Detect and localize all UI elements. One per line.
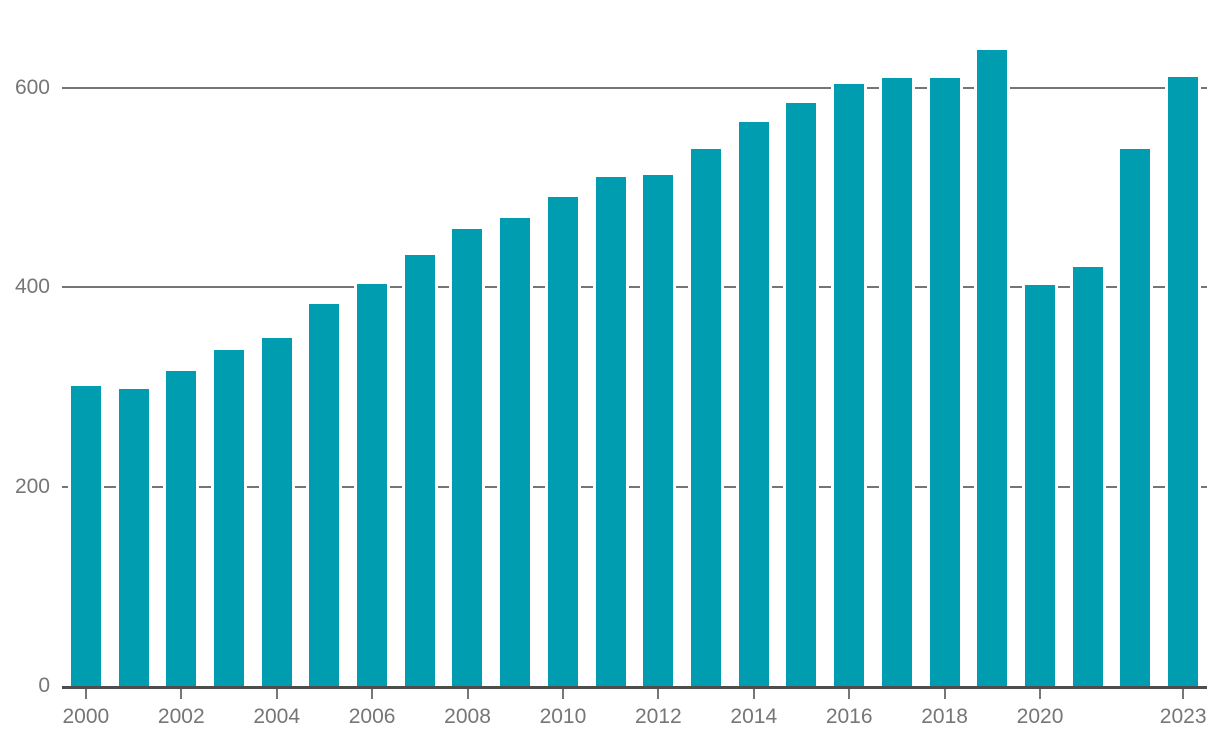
y-tick-label-200: 200: [14, 474, 50, 498]
bar-slot-2018: [921, 36, 969, 686]
bar-slot-2004: [253, 36, 301, 686]
x-tick-label-2012: 2012: [634, 705, 682, 728]
gridline-400: [62, 286, 1207, 289]
gridline-200: [62, 485, 1207, 488]
bar-2000: [70, 386, 101, 686]
x-tick-2018: [943, 689, 946, 699]
x-tick-label-2020: 2020: [1016, 705, 1064, 728]
bar-2023: [1168, 77, 1199, 686]
bar-2014: [738, 121, 769, 686]
bar-slot-2009: [491, 36, 539, 686]
bar-2012: [643, 174, 674, 686]
x-tick-2014: [752, 689, 755, 699]
bar-2005: [309, 304, 340, 686]
x-tick-label-2000: 2000: [62, 705, 110, 728]
x-axis-line: [62, 686, 1207, 689]
x-tick-2002: [180, 689, 183, 699]
bar-slot-2015: [778, 36, 826, 686]
bar-slot-2002: [157, 36, 205, 686]
bar-2015: [786, 102, 817, 686]
y-tick-label-600: 600: [14, 76, 50, 99]
x-tick-label-2004: 2004: [253, 705, 301, 728]
x-tick-2008: [466, 689, 469, 699]
bar-slot-2007: [396, 36, 444, 686]
bar-2002: [166, 371, 197, 686]
bars-container: [62, 36, 1207, 686]
y-tick-label-0: 0: [38, 674, 50, 697]
x-tick-2010: [561, 689, 564, 699]
bar-2010: [547, 196, 578, 686]
x-tick-label-2023: 2023: [1159, 705, 1207, 728]
x-tick-2016: [848, 689, 851, 699]
y-tick-label-400: 400: [14, 275, 50, 299]
bar-slot-2019: [968, 36, 1016, 686]
x-tick-2020: [1039, 689, 1042, 699]
bar-2009: [500, 217, 531, 686]
x-tick-label-2016: 2016: [825, 705, 873, 728]
bar-2013: [690, 148, 721, 686]
x-tick-2023: [1182, 689, 1185, 699]
bar-2020: [1024, 285, 1055, 686]
x-tick-2000: [84, 689, 87, 699]
bar-2019: [977, 50, 1008, 686]
bar-2017: [881, 78, 912, 686]
bar-slot-2021: [1064, 36, 1112, 686]
bar-2011: [595, 176, 626, 686]
bar-slot-2008: [444, 36, 492, 686]
bar-slot-2011: [587, 36, 635, 686]
bar-slot-2014: [730, 36, 778, 686]
x-tick-label-2010: 2010: [539, 705, 587, 728]
x-tick-label-2008: 2008: [444, 705, 491, 728]
bar-2003: [213, 350, 244, 686]
x-tick-2004: [275, 689, 278, 699]
bar-slot-2000: [62, 36, 110, 686]
bar-slot-2013: [682, 36, 730, 686]
x-tick-2006: [371, 689, 374, 699]
bar-2018: [929, 78, 960, 686]
x-tick-label-2014: 2014: [730, 705, 778, 728]
bar-2001: [118, 389, 149, 686]
x-tick-2012: [657, 689, 660, 699]
bar-slot-2020: [1016, 36, 1064, 686]
x-tick-label-2006: 2006: [348, 705, 396, 728]
bar-2021: [1072, 267, 1103, 686]
bar-slot-2023: [1159, 36, 1207, 686]
bar-slot-2001: [110, 36, 158, 686]
x-tick-label-2002: 2002: [157, 705, 205, 728]
bar-2022: [1120, 148, 1151, 686]
bar-slot-2006: [348, 36, 396, 686]
bar-slot-2003: [205, 36, 253, 686]
x-tick-label-2018: 2018: [921, 705, 968, 728]
bar-2006: [357, 284, 388, 686]
bar-slot-2010: [539, 36, 587, 686]
bar-2008: [452, 228, 483, 686]
gridline-600: [62, 87, 1207, 89]
bar-slot-2022: [1111, 36, 1159, 686]
bar-slot-2005: [301, 36, 349, 686]
bar-slot-2012: [634, 36, 682, 686]
bar-2004: [261, 338, 292, 686]
bar-slot-2017: [873, 36, 921, 686]
bar-slot-2016: [825, 36, 873, 686]
bar-2016: [834, 84, 865, 686]
bar-2007: [404, 255, 435, 686]
